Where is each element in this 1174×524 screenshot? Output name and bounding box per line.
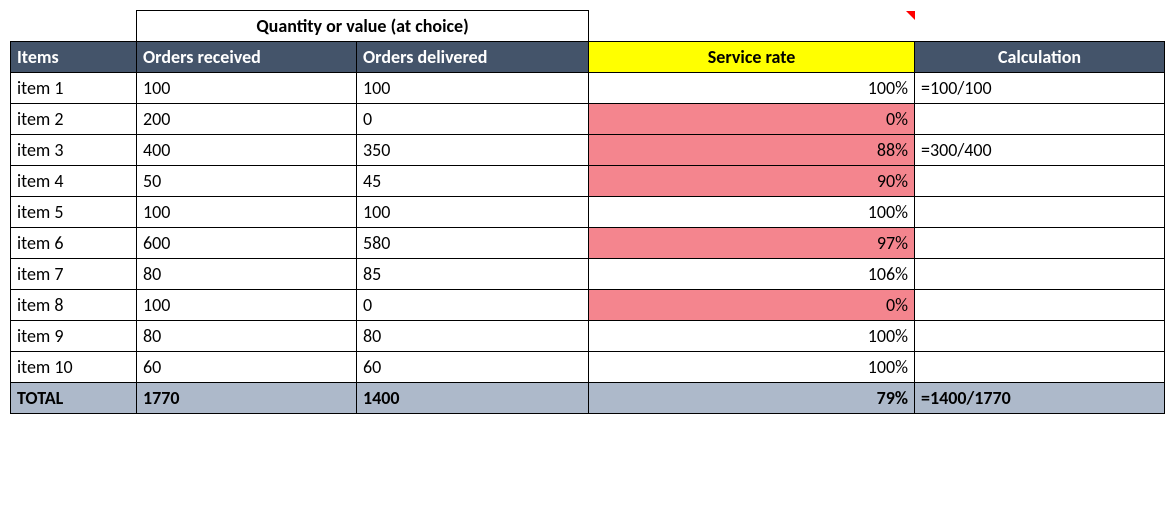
cell-calc [915, 321, 1165, 352]
total-received: 1770 [137, 383, 357, 414]
cell-delivered: 60 [357, 352, 589, 383]
table-row: item 98080100% [11, 321, 1165, 352]
cell-item: item 5 [11, 197, 137, 228]
cell-received: 200 [137, 104, 357, 135]
cell-calc [915, 197, 1165, 228]
cell-item: item 1 [11, 73, 137, 104]
cell-item: item 9 [11, 321, 137, 352]
total-rate: 79% [589, 383, 915, 414]
cell-delivered: 100 [357, 73, 589, 104]
cell-calc [915, 166, 1165, 197]
header-rate: Service rate [589, 42, 915, 73]
cell-item: item 4 [11, 166, 137, 197]
cell-rate: 0% [589, 104, 915, 135]
cell-calc [915, 290, 1165, 321]
cell-delivered: 580 [357, 228, 589, 259]
cell-delivered: 85 [357, 259, 589, 290]
column-header-row: Items Orders received Orders delivered S… [11, 42, 1165, 73]
cell-rate: 90% [589, 166, 915, 197]
cell-delivered: 100 [357, 197, 589, 228]
cell-rate: 100% [589, 352, 915, 383]
header-items: Items [11, 42, 137, 73]
table-row: item 4504590% [11, 166, 1165, 197]
cell-rate: 100% [589, 73, 915, 104]
table-row: item 220000% [11, 104, 1165, 135]
cell-item: item 10 [11, 352, 137, 383]
cell-rate: 106% [589, 259, 915, 290]
table-row: item 106060100% [11, 352, 1165, 383]
cell-received: 80 [137, 259, 357, 290]
cell-delivered: 80 [357, 321, 589, 352]
service-rate-table: Quantity or value (at choice) Items Orde… [10, 10, 1165, 414]
header-calc: Calculation [915, 42, 1165, 73]
cell-calc: =300/400 [915, 135, 1165, 166]
total-row: TOTAL 1770 1400 79% =1400/1770 [11, 383, 1165, 414]
cell-received: 400 [137, 135, 357, 166]
cell-item: item 7 [11, 259, 137, 290]
table-row: item 78085106% [11, 259, 1165, 290]
cell-calc: =100/100 [915, 73, 1165, 104]
cell-delivered: 45 [357, 166, 589, 197]
cell-rate: 0% [589, 290, 915, 321]
cell-rate: 97% [589, 228, 915, 259]
cell-received: 600 [137, 228, 357, 259]
cell-rate: 88% [589, 135, 915, 166]
cell-received: 100 [137, 197, 357, 228]
table-row: item 810000% [11, 290, 1165, 321]
group-header-spacer-calc [915, 11, 1165, 42]
cell-calc [915, 352, 1165, 383]
cell-calc [915, 228, 1165, 259]
cell-item: item 8 [11, 290, 137, 321]
table-row: item 340035088%=300/400 [11, 135, 1165, 166]
cell-received: 50 [137, 166, 357, 197]
table-row: item 660058097% [11, 228, 1165, 259]
cell-delivered: 0 [357, 290, 589, 321]
cell-received: 60 [137, 352, 357, 383]
table-row: item 1100100100%=100/100 [11, 73, 1165, 104]
cell-item: item 2 [11, 104, 137, 135]
cell-delivered: 350 [357, 135, 589, 166]
cell-received: 100 [137, 290, 357, 321]
table-row: item 5100100100% [11, 197, 1165, 228]
cell-calc [915, 104, 1165, 135]
cell-rate: 100% [589, 197, 915, 228]
total-delivered: 1400 [357, 383, 589, 414]
cell-delivered: 0 [357, 104, 589, 135]
group-header-cell: Quantity or value (at choice) [137, 11, 589, 42]
cell-item: item 3 [11, 135, 137, 166]
group-header-spacer-rate [589, 11, 915, 42]
total-calc: =1400/1770 [915, 383, 1165, 414]
group-header-row: Quantity or value (at choice) [11, 11, 1165, 42]
cell-received: 80 [137, 321, 357, 352]
cell-received: 100 [137, 73, 357, 104]
group-header-spacer [11, 11, 137, 42]
cell-item: item 6 [11, 228, 137, 259]
header-delivered: Orders delivered [357, 42, 589, 73]
header-received: Orders received [137, 42, 357, 73]
cell-calc [915, 259, 1165, 290]
total-label: TOTAL [11, 383, 137, 414]
cell-rate: 100% [589, 321, 915, 352]
